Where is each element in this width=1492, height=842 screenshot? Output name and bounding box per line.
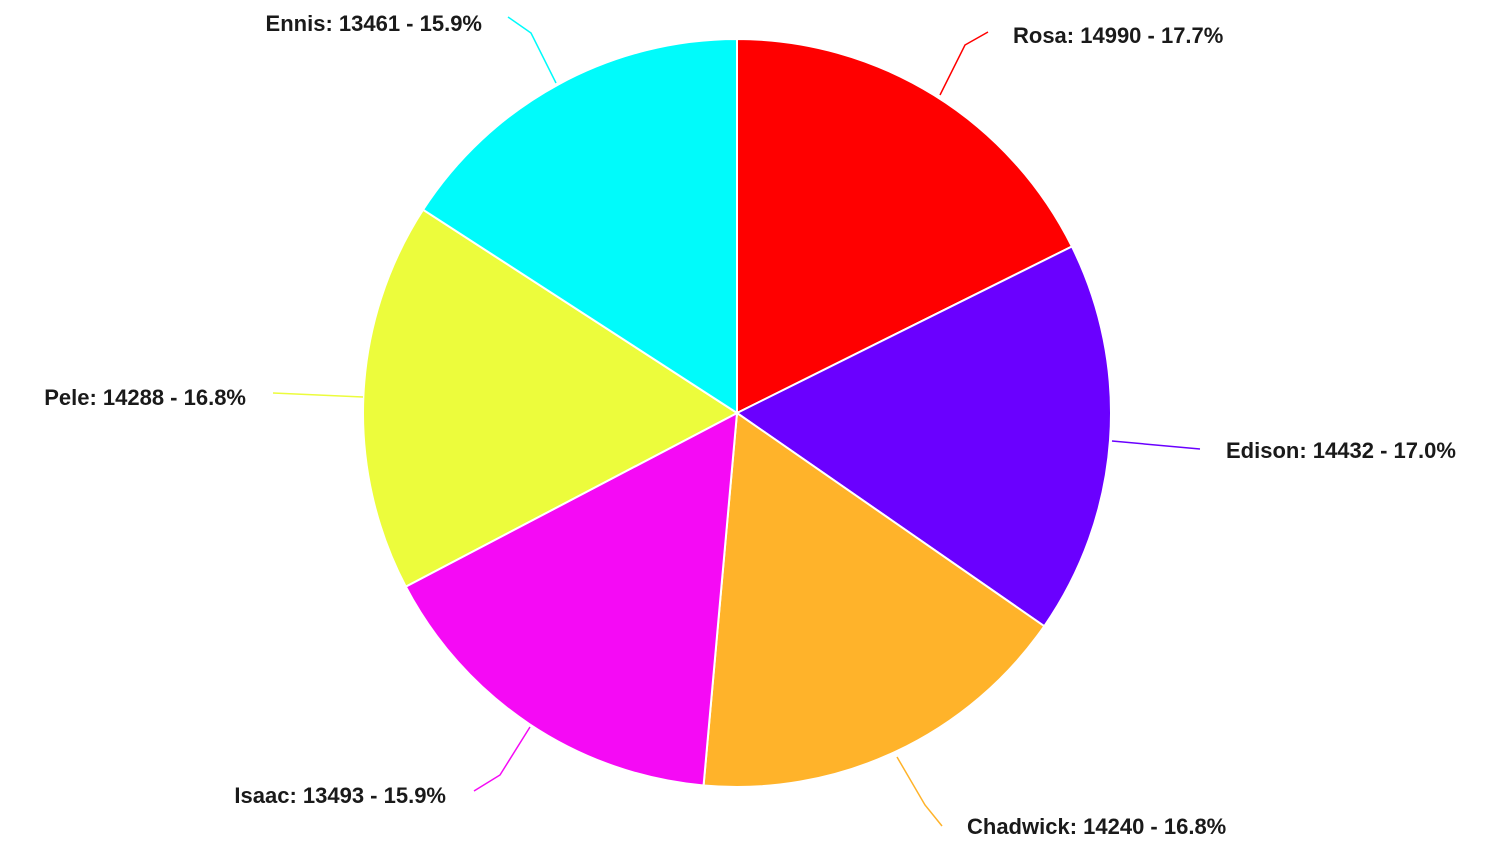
pie-slices xyxy=(362,37,1112,788)
leader-line-isaac xyxy=(473,726,531,792)
pie-slice-ennis xyxy=(421,37,738,415)
leader-line-pele xyxy=(272,392,364,398)
leader-line-edison xyxy=(1111,440,1201,450)
data-label-pele: Pele: 14288 - 16.8% xyxy=(44,385,246,410)
pie-slice-rosa xyxy=(736,37,1074,415)
data-label-rosa: Rosa: 14990 - 17.7% xyxy=(1013,23,1223,48)
data-label-isaac: Isaac: 13493 - 15.9% xyxy=(234,783,446,808)
data-label-chadwick: Chadwick: 14240 - 16.8% xyxy=(967,814,1226,839)
data-label-ennis: Ennis: 13461 - 15.9% xyxy=(266,11,482,36)
leader-line-rosa xyxy=(939,31,989,96)
pie-slice-chadwick xyxy=(702,411,1046,788)
data-label-edison: Edison: 14432 - 17.0% xyxy=(1226,438,1456,463)
leader-lines xyxy=(272,16,1201,827)
pie-slice-edison xyxy=(735,245,1112,628)
leader-line-ennis xyxy=(507,16,557,84)
data-labels: Rosa: 14990 - 17.7% Edison: 14432 - 17.0%… xyxy=(44,11,1456,839)
pie-slice-pele xyxy=(362,208,739,588)
leader-line-chadwick xyxy=(896,756,943,827)
pie-slice-isaac xyxy=(404,411,739,787)
